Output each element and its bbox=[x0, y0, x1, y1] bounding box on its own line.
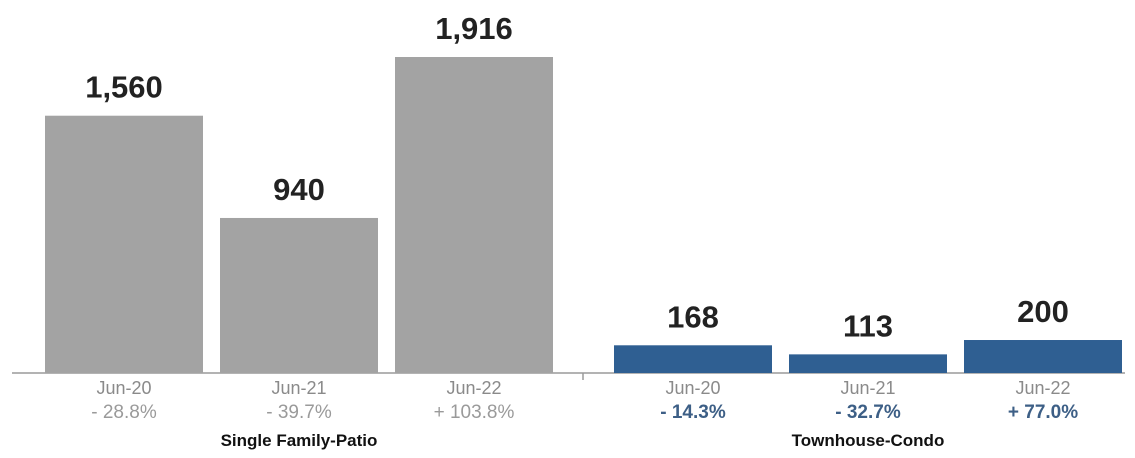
change-label: + 103.8% bbox=[434, 402, 515, 423]
data-label: 1,560 bbox=[85, 70, 163, 105]
data-label: 168 bbox=[667, 299, 719, 334]
x-tick-label: Jun-22 bbox=[1015, 378, 1070, 398]
data-label: 1,916 bbox=[435, 11, 513, 46]
bar-townhouse-condo-jun-20 bbox=[614, 345, 772, 373]
change-label: - 39.7% bbox=[266, 402, 332, 423]
group-label: Townhouse-Condo bbox=[792, 431, 945, 450]
data-label: 200 bbox=[1017, 294, 1069, 329]
x-tick-label: Jun-20 bbox=[665, 378, 720, 398]
change-label: + 77.0% bbox=[1008, 402, 1078, 423]
x-tick-label: Jun-20 bbox=[96, 378, 151, 398]
group-label: Single Family-Patio bbox=[221, 431, 378, 450]
data-label: 940 bbox=[273, 172, 325, 207]
bar-townhouse-condo-jun-22 bbox=[964, 340, 1122, 373]
x-tick-label: Jun-21 bbox=[840, 378, 895, 398]
change-label: - 28.8% bbox=[91, 402, 157, 423]
bar-single-family-patio-jun-22 bbox=[395, 57, 553, 373]
change-label: - 32.7% bbox=[835, 402, 901, 423]
x-tick-label: Jun-21 bbox=[271, 378, 326, 398]
chart-marks: 1,560 Jun-20 - 28.8% 940 Jun-21 - 39.7% 1,916 J… bbox=[45, 11, 1122, 450]
bar-townhouse-condo-jun-21 bbox=[789, 354, 947, 373]
bar-single-family-patio-jun-21 bbox=[220, 217, 378, 373]
x-tick-label: Jun-22 bbox=[446, 378, 501, 398]
data-label: 113 bbox=[843, 308, 893, 343]
change-label: - 14.3% bbox=[660, 402, 726, 423]
bar-single-family-patio-jun-20 bbox=[45, 115, 203, 373]
